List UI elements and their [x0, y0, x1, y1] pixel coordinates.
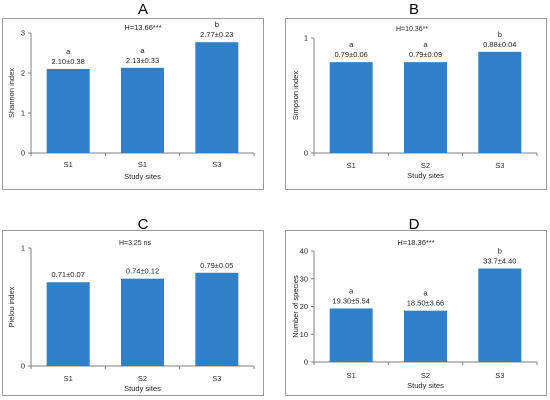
bar — [478, 51, 522, 153]
significance-letter: a — [349, 286, 354, 295]
x-tick-label: S2 — [138, 374, 147, 383]
data-label: 33.7±4.40 — [483, 256, 516, 265]
x-axis-title: Study sites — [124, 172, 161, 181]
data-label: 0.79±0.06 — [335, 50, 368, 59]
x-tick-label: S1 — [347, 371, 356, 380]
y-tick-label: 10 — [300, 330, 308, 339]
stat-annotation: H=13.66*** — [124, 23, 161, 32]
x-tick-label: S3 — [212, 374, 221, 383]
data-label: 2.13±0.33 — [126, 56, 159, 65]
data-label: 0.79±0.09 — [409, 50, 442, 59]
significance-letter: a — [66, 47, 71, 56]
x-axis-title: Study sites — [407, 171, 444, 180]
bar — [329, 308, 373, 362]
significance-letter: a — [423, 40, 428, 49]
stat-annotation: H=3.25 ns — [119, 240, 152, 247]
y-tick-label: 30 — [300, 274, 308, 283]
y-tick-label: 3 — [21, 29, 25, 38]
significance-letter: a — [423, 289, 428, 298]
x-tick-label: S3 — [495, 371, 504, 380]
significance-letter: b — [498, 246, 502, 255]
x-tick-label: S2 — [421, 371, 430, 380]
bar — [121, 67, 164, 153]
bar — [478, 268, 522, 362]
bar — [46, 282, 90, 366]
panel-letter-d: D — [408, 216, 420, 233]
y-axis-title: Simpson index — [291, 71, 300, 120]
y-tick-label: 2 — [21, 69, 25, 78]
bar — [404, 62, 447, 153]
significance-letter: b — [498, 30, 502, 39]
bar — [329, 62, 373, 153]
y-tick-label: 0 — [304, 149, 308, 158]
bar — [195, 42, 239, 154]
data-label: 0.79±0.05 — [200, 261, 233, 270]
stat-annotation: H=18.36*** — [397, 238, 434, 247]
data-label: 2.10±0.38 — [52, 57, 85, 66]
x-tick-label: S3 — [212, 160, 221, 169]
data-label: 0.71±0.07 — [52, 270, 85, 279]
data-label: 0.88±0.04 — [483, 40, 516, 49]
data-label: 19.30±5.54 — [332, 296, 369, 305]
y-tick-label: 1 — [21, 109, 25, 118]
y-axis-title: Shannon index — [7, 68, 16, 118]
significance-letter: a — [140, 46, 145, 55]
y-tick-label: 0 — [21, 362, 25, 371]
x-tick-label: S1 — [64, 160, 73, 169]
y-tick-label: 1 — [304, 34, 308, 43]
significance-letter: b — [215, 20, 219, 29]
y-tick-label: 20 — [300, 302, 308, 311]
x-axis-title: Study sites — [124, 384, 161, 393]
x-tick-label: S2 — [421, 161, 430, 170]
x-tick-label: S1 — [138, 160, 147, 169]
y-tick-label: 40 — [300, 247, 308, 256]
data-label: 0.74±0.12 — [126, 267, 159, 276]
x-tick-label: S1 — [64, 374, 73, 383]
bar — [404, 310, 447, 362]
panel-letter-a: A — [137, 1, 148, 18]
bar — [46, 69, 90, 153]
y-axis-title: Number of species — [291, 275, 300, 338]
data-label: 18.50±3.66 — [407, 299, 444, 308]
data-label: 2.77±0.23 — [200, 30, 233, 39]
y-axis-title: Pielou index — [7, 286, 16, 327]
bar — [121, 278, 164, 366]
y-tick-label: 1 — [21, 244, 25, 253]
x-tick-label: S3 — [495, 161, 504, 170]
panel-letter-b: B — [408, 1, 419, 18]
x-tick-label: S1 — [347, 161, 356, 170]
y-tick-label: 0 — [304, 358, 308, 367]
bar — [195, 272, 239, 366]
x-axis-title: Study sites — [407, 381, 444, 390]
panel-letter-c: C — [137, 216, 149, 233]
significance-letter: a — [349, 40, 354, 49]
y-tick-label: 0 — [21, 149, 25, 158]
stat-annotation: H=10.36** — [396, 26, 428, 33]
